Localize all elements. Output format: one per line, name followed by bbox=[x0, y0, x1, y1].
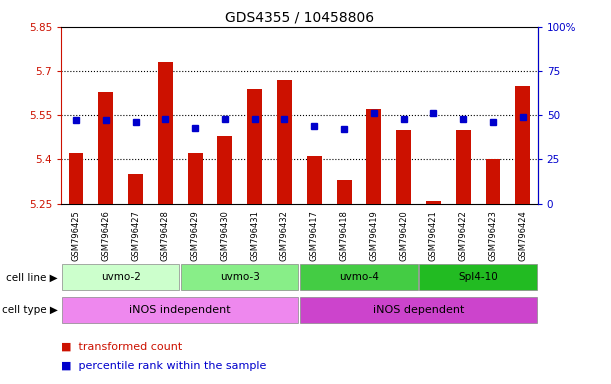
Bar bbox=[515, 86, 530, 204]
Text: uvmo-3: uvmo-3 bbox=[220, 272, 260, 283]
Title: GDS4355 / 10458806: GDS4355 / 10458806 bbox=[225, 10, 374, 24]
Text: iNOS independent: iNOS independent bbox=[130, 305, 231, 315]
Bar bbox=[62, 297, 299, 323]
Bar bbox=[300, 265, 418, 290]
Text: GSM796421: GSM796421 bbox=[429, 210, 438, 261]
Bar bbox=[419, 265, 537, 290]
Bar bbox=[396, 130, 411, 204]
Bar bbox=[62, 265, 180, 290]
Text: GSM796429: GSM796429 bbox=[191, 210, 200, 261]
Bar bbox=[98, 92, 113, 204]
Bar bbox=[68, 154, 84, 204]
Text: GSM796423: GSM796423 bbox=[489, 210, 497, 261]
Text: uvmo-4: uvmo-4 bbox=[339, 272, 379, 283]
Text: GSM796419: GSM796419 bbox=[370, 210, 378, 261]
Text: GSM796427: GSM796427 bbox=[131, 210, 140, 261]
Text: GSM796420: GSM796420 bbox=[399, 210, 408, 261]
Text: GSM796418: GSM796418 bbox=[340, 210, 348, 261]
Text: iNOS dependent: iNOS dependent bbox=[373, 305, 464, 315]
Text: cell type ▶: cell type ▶ bbox=[2, 305, 58, 315]
Text: GSM796426: GSM796426 bbox=[101, 210, 110, 261]
Text: ■  percentile rank within the sample: ■ percentile rank within the sample bbox=[61, 361, 266, 371]
Text: GSM796417: GSM796417 bbox=[310, 210, 319, 261]
Bar bbox=[486, 159, 500, 204]
Text: GSM796431: GSM796431 bbox=[251, 210, 259, 261]
Bar bbox=[181, 265, 299, 290]
Text: GSM796428: GSM796428 bbox=[161, 210, 170, 261]
Bar bbox=[188, 154, 203, 204]
Bar bbox=[337, 180, 351, 204]
Bar bbox=[367, 109, 381, 204]
Bar bbox=[277, 80, 292, 204]
Text: GSM796422: GSM796422 bbox=[459, 210, 467, 261]
Bar bbox=[426, 200, 441, 204]
Text: cell line ▶: cell line ▶ bbox=[7, 272, 58, 283]
Bar bbox=[128, 174, 143, 204]
Bar bbox=[300, 297, 537, 323]
Text: ■  transformed count: ■ transformed count bbox=[61, 341, 182, 351]
Text: GSM796425: GSM796425 bbox=[71, 210, 81, 261]
Bar bbox=[158, 62, 173, 204]
Bar bbox=[247, 89, 262, 204]
Bar bbox=[218, 136, 232, 204]
Bar bbox=[456, 130, 470, 204]
Text: Spl4-10: Spl4-10 bbox=[458, 272, 498, 283]
Text: uvmo-2: uvmo-2 bbox=[101, 272, 141, 283]
Text: GSM796432: GSM796432 bbox=[280, 210, 289, 261]
Text: GSM796430: GSM796430 bbox=[221, 210, 229, 261]
Text: GSM796424: GSM796424 bbox=[518, 210, 527, 261]
Bar bbox=[307, 156, 322, 204]
